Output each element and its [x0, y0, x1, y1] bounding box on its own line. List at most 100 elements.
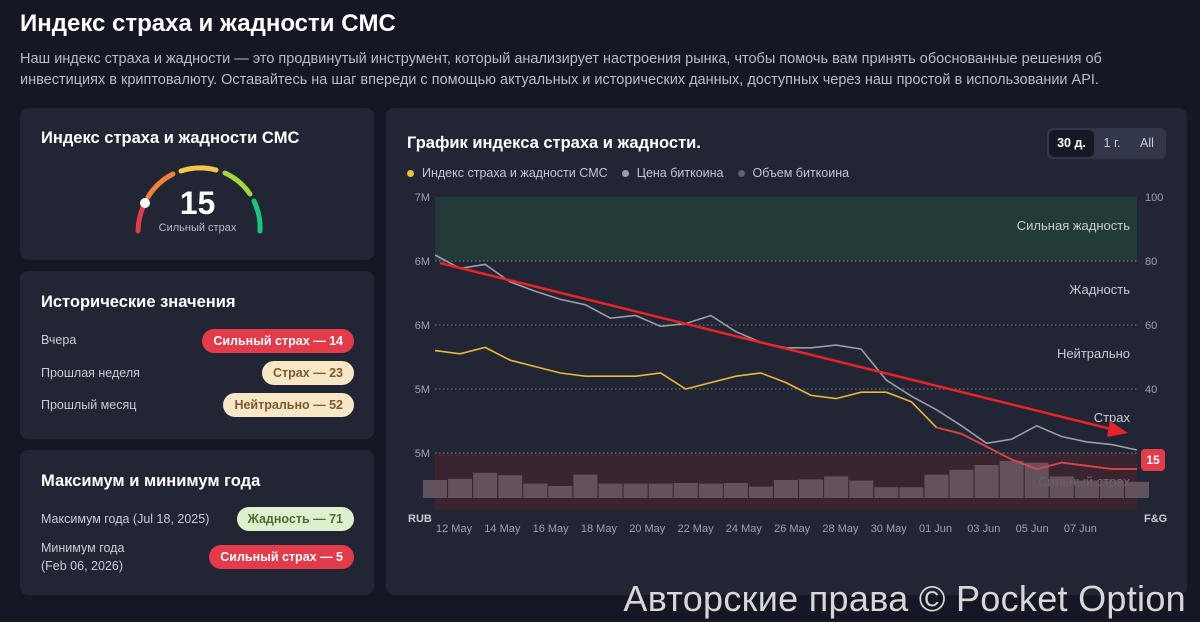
historical-badge-yesterday: Сильный страх — 14	[202, 329, 354, 353]
historical-row-label-last-week: Прошлая неделя	[41, 366, 140, 380]
volume-bar	[448, 478, 473, 499]
left-axis-label: RUB	[408, 513, 432, 525]
zone-label: Сильная жадность	[1017, 218, 1130, 233]
left-axis-tick: 7M	[415, 192, 430, 204]
legend-item-price[interactable]: Цена биткоина	[621, 166, 724, 180]
volume-bar	[473, 472, 498, 499]
tab-30d[interactable]: 30 д.	[1049, 130, 1094, 157]
x-axis-tick: 05 Jun	[1016, 523, 1049, 535]
x-axis-tick: 30 May	[871, 523, 908, 535]
zone-label: Жадность	[1069, 282, 1130, 297]
gauge-arc-neutral	[178, 165, 219, 174]
right-axis-label: F&G	[1144, 513, 1167, 525]
trend-arrow-head	[1107, 421, 1128, 437]
volume-bar	[899, 487, 924, 499]
volume-bar	[498, 475, 523, 499]
x-axis-tick: 28 May	[822, 523, 859, 535]
volume-bar	[573, 474, 598, 499]
fear-greed-gauge	[135, 165, 263, 234]
x-axis-tick: 07 Jun	[1064, 523, 1097, 535]
yearly-min-badge: Сильный страх — 5	[209, 545, 354, 569]
yearly-max-badge: Жадность — 71	[236, 507, 354, 531]
x-axis-tick: 24 May	[726, 523, 763, 535]
gauge-label: Сильный страх	[158, 222, 237, 234]
volume-bar	[1125, 481, 1149, 499]
volume-bar	[1049, 476, 1074, 499]
historical-card-title: Исторические значения	[41, 293, 236, 311]
gauge-value: 15	[179, 185, 216, 221]
x-axis-tick: 18 May	[581, 523, 618, 535]
volume-bar	[999, 460, 1024, 499]
current-value-badge	[1141, 449, 1165, 471]
volume-bar	[523, 483, 548, 499]
legend-label-price: Цена биткоина	[636, 166, 724, 180]
x-axis-tick: 16 May	[533, 523, 570, 535]
legend-label-volume: Объем биткоина	[752, 166, 850, 180]
volume-bar	[598, 483, 623, 499]
volume-bar	[924, 474, 949, 499]
volume-bar	[423, 480, 447, 499]
legend-item-volume[interactable]: Объем биткоина	[737, 166, 850, 180]
volume-bar	[723, 483, 748, 499]
zone-extreme-greed	[435, 197, 1137, 261]
volume-bar	[824, 476, 849, 499]
left-axis-tick: 5M	[415, 448, 430, 460]
index-line-fear	[936, 426, 1137, 470]
x-axis-tick: 14 May	[484, 523, 521, 535]
volume-bar	[874, 487, 899, 499]
x-axis-tick: 12 May	[436, 523, 473, 535]
volume-bar	[748, 486, 773, 499]
volume-bar	[949, 469, 974, 499]
x-axis-tick: 01 Jun	[919, 523, 952, 535]
x-axis-tick: 20 May	[629, 523, 666, 535]
volume-bar	[849, 480, 874, 499]
gauge-card-title: Индекс страха и жадности CMC	[41, 129, 300, 147]
x-axis-tick: 22 May	[678, 523, 715, 535]
chart-title: График индекса страха и жадности.	[407, 134, 701, 152]
gauge-indicator-dot	[140, 198, 150, 208]
volume-bar	[974, 465, 999, 499]
historical-badge-last-month: Нейтрально — 52	[223, 393, 354, 417]
range-tabs: 30 д. 1 г. All	[1047, 128, 1166, 159]
gauge-arc-extreme-greed	[251, 198, 263, 234]
x-axis-tick: 03 Jun	[967, 523, 1000, 535]
current-value-label: 15	[1146, 453, 1160, 467]
volume-bar	[648, 483, 673, 499]
right-axis-tick: 60	[1145, 320, 1157, 332]
tab-all[interactable]: All	[1140, 136, 1154, 150]
right-axis-tick: 40	[1145, 384, 1157, 396]
historical-row-label-yesterday: Вчера	[41, 333, 77, 347]
right-axis-tick: 80	[1145, 256, 1157, 268]
volume-bar	[1074, 480, 1099, 499]
tab-1y[interactable]: 1 г.	[1103, 136, 1121, 150]
yearly-card-title: Максимум и минимум года	[41, 472, 261, 490]
yearly-min-label-line2: (Feb 06, 2026)	[41, 559, 123, 573]
volume-bar	[799, 479, 824, 499]
gauge-arc-fear	[145, 171, 176, 200]
left-axis-tick: 6M	[415, 256, 430, 268]
legend-label-index: Индекс страха и жадности CMC	[422, 166, 608, 180]
zone-label: Нейтрально	[1057, 346, 1130, 361]
gauge-card	[20, 108, 374, 260]
price-line	[434, 254, 1138, 451]
historical-row-label-last-month: Прошлый месяц	[41, 398, 137, 412]
volume-bar	[774, 480, 798, 499]
page-title: Индекс страха и жадности CMC	[20, 10, 396, 37]
yearly-max-label: Максимум года (Jul 18, 2025)	[41, 512, 210, 526]
volume-bar	[623, 483, 648, 499]
legend-dot-price	[621, 169, 629, 177]
legend-dot-index	[407, 169, 414, 177]
volume-bar	[548, 486, 573, 499]
volume-bar	[1024, 462, 1049, 499]
volume-bar	[698, 483, 723, 499]
copyright-watermark: Авторские права © Pocket Option	[623, 578, 1186, 619]
page-description: Наш индекс страха и жадности — это продв…	[20, 51, 1102, 88]
legend-item-index[interactable]: Индекс страха и жадности CMC	[407, 166, 608, 180]
yearly-min-label-line1: Минимум года	[41, 541, 125, 555]
volume-bar	[1099, 480, 1124, 499]
zone-label: Страх	[1094, 410, 1131, 425]
volume-bar	[673, 483, 698, 499]
right-axis-tick: 100	[1145, 192, 1163, 204]
chart-legend: Индекс страха и жадности CMC Цена биткои…	[407, 166, 849, 180]
